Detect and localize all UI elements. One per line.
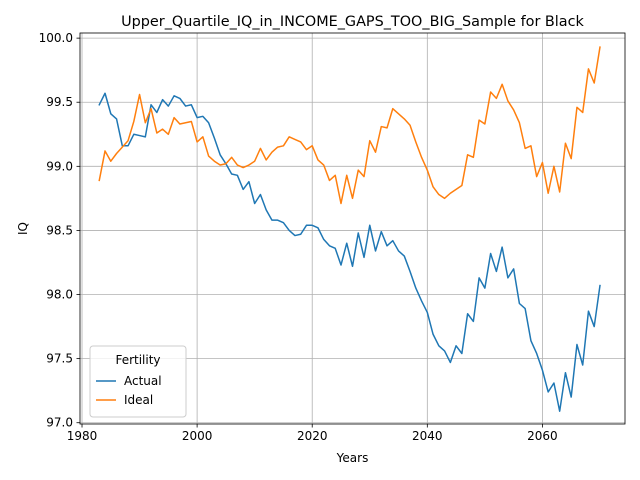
x-tick-label: 2000	[182, 429, 213, 443]
y-tick-label: 100.0	[39, 31, 73, 45]
x-tick-label: 2060	[527, 429, 558, 443]
x-tick-label: 2020	[297, 429, 328, 443]
y-tick-label: 98.5	[46, 223, 73, 237]
series-lines	[98, 46, 601, 412]
series-line-ideal	[98, 46, 601, 205]
y-axis-title: IQ	[16, 222, 30, 235]
x-tick-label: 1980	[67, 429, 98, 443]
y-tick-label: 97.5	[46, 352, 73, 366]
plot-area-frame	[79, 32, 626, 425]
axis-ticks: 1980 2000 2020 2040 2060 97.0 97.5 98.0 98.5 99.0…	[39, 31, 558, 443]
x-tick-label: 2040	[412, 429, 443, 443]
legend-title: Fertility	[115, 353, 160, 367]
series-line-actual	[98, 92, 601, 412]
y-tick-label: 99.0	[46, 159, 73, 173]
legend-label-ideal: Ideal	[124, 393, 153, 407]
chart-title: Upper_Quartile_IQ_in_INCOME_GAPS_TOO_BIG…	[121, 14, 584, 30]
legend: Fertility Actual Ideal	[89, 345, 187, 418]
x-axis-title: Years	[336, 451, 369, 465]
y-tick-label: 98.0	[46, 288, 73, 302]
legend-label-actual: Actual	[124, 374, 162, 388]
y-tick-label: 97.0	[46, 416, 73, 430]
y-tick-label: 99.5	[46, 95, 73, 109]
